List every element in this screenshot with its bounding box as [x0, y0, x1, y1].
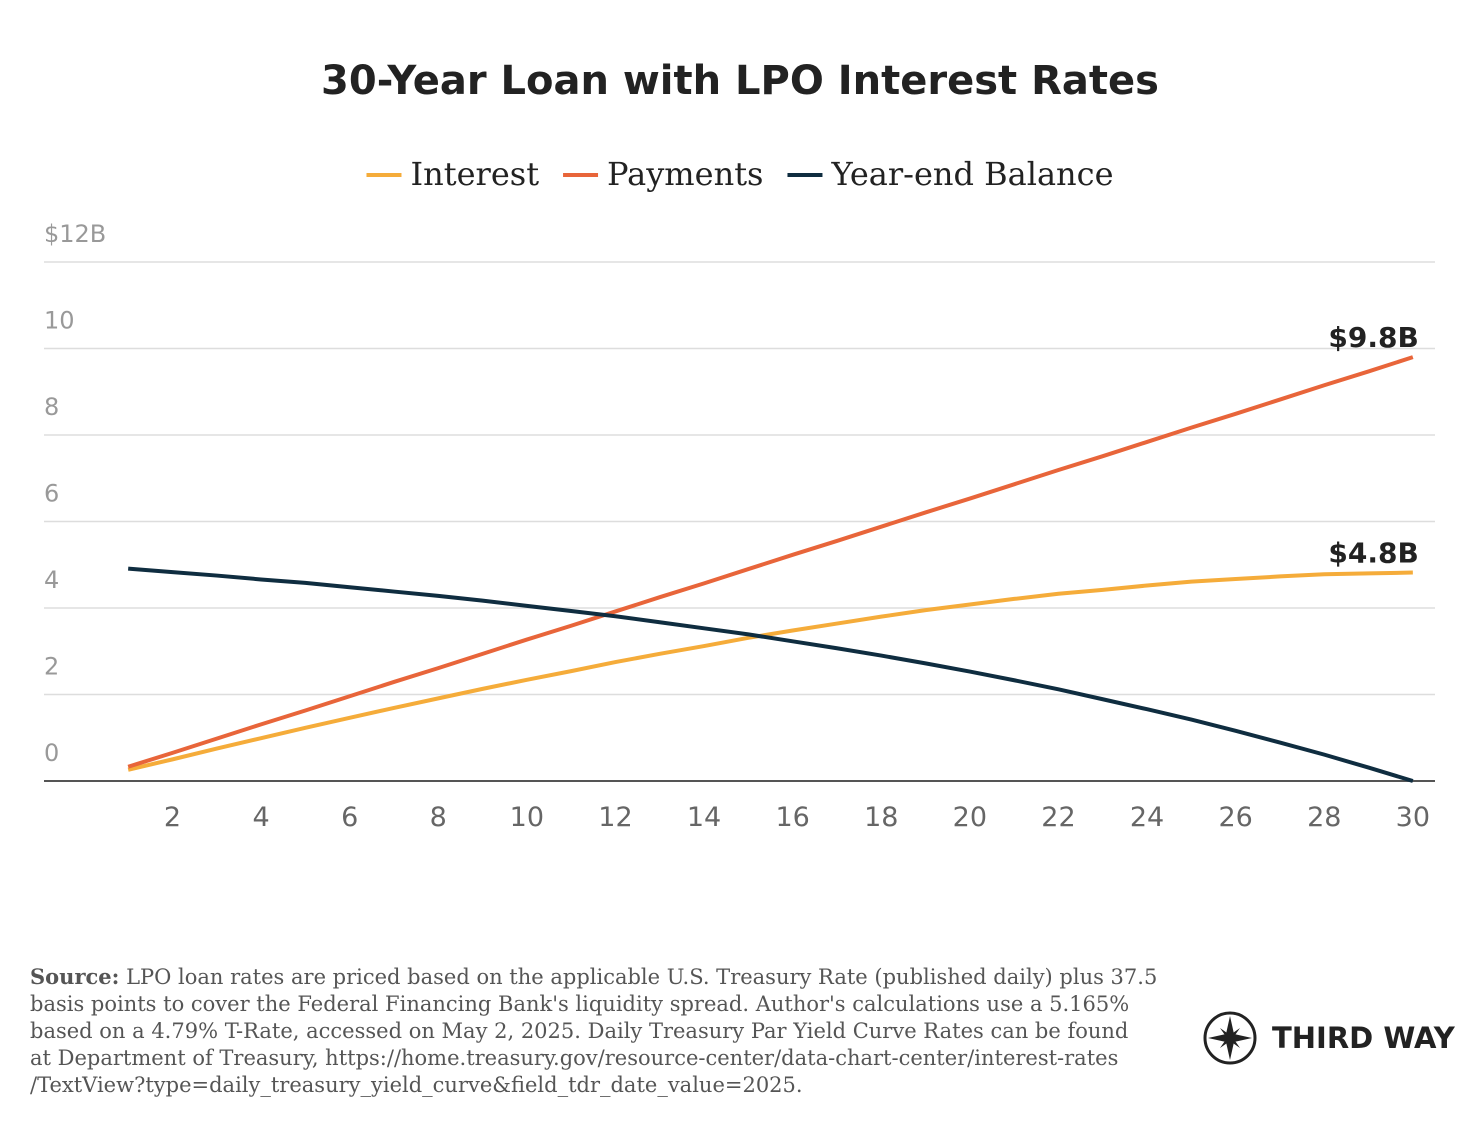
x-tick-label: 16 — [775, 802, 809, 833]
x-tick-label: 10 — [510, 802, 544, 833]
y-tick-label: 0 — [44, 739, 59, 767]
x-tick-label: 22 — [1041, 802, 1075, 833]
source-line: LPO loan rates are priced based on the a… — [119, 965, 1157, 989]
chart-title: 30-Year Loan with LPO Interest Rates — [321, 58, 1159, 104]
legend-label: Interest — [410, 155, 539, 193]
x-tick-label: 8 — [430, 802, 447, 833]
source-line: based on a 4.79% T-Rate, accessed on May… — [30, 1019, 1128, 1043]
x-tick-label: 4 — [252, 802, 269, 833]
y-tick-label: 10 — [44, 307, 75, 335]
x-tick-label: 30 — [1396, 802, 1430, 833]
legend-label: Year-end Balance — [830, 155, 1113, 193]
value-label: $9.8B — [1328, 321, 1418, 354]
x-tick-label: 18 — [864, 802, 898, 833]
x-tick-label: 14 — [687, 802, 721, 833]
legend: Interest Payments Year-end Balance — [366, 155, 1114, 193]
source-line: /TextView?type=daily_treasury_yield_curv… — [30, 1073, 803, 1097]
logo-text: THIRD WAY — [1272, 1021, 1456, 1055]
y-tick-label: 6 — [44, 480, 59, 508]
x-tick-label: 2 — [164, 802, 181, 833]
line — [127, 570, 1413, 772]
x-tick-label: 12 — [598, 802, 632, 833]
legend-label: Payments — [607, 155, 763, 193]
x-tick-label: 20 — [953, 802, 987, 833]
x-tick-label: 24 — [1130, 802, 1164, 833]
source-line: basis points to cover the Federal Financ… — [30, 992, 1129, 1016]
x-tick-label: 6 — [341, 802, 358, 833]
y-tick-label: $12B — [44, 220, 106, 248]
line — [127, 355, 1414, 769]
source: Source: LPO loan rates are priced based … — [30, 964, 1157, 989]
x-tick-label: 26 — [1218, 802, 1252, 833]
y-tick-label: 8 — [44, 393, 59, 421]
value-label: $4.8B — [1328, 537, 1418, 570]
logo-icon — [1203, 1011, 1257, 1065]
legend-item: Payments — [563, 155, 763, 193]
y-tick-label: 2 — [44, 653, 59, 681]
source-line: at Department of Treasury, https://home.… — [30, 1046, 1118, 1070]
line — [128, 566, 1414, 783]
legend-item: Interest — [366, 155, 539, 193]
x-tick-label: 28 — [1307, 802, 1341, 833]
source-label: Source: — [30, 964, 119, 989]
legend-item: Year-end Balance — [787, 155, 1114, 193]
y-tick-label: 4 — [44, 566, 59, 594]
